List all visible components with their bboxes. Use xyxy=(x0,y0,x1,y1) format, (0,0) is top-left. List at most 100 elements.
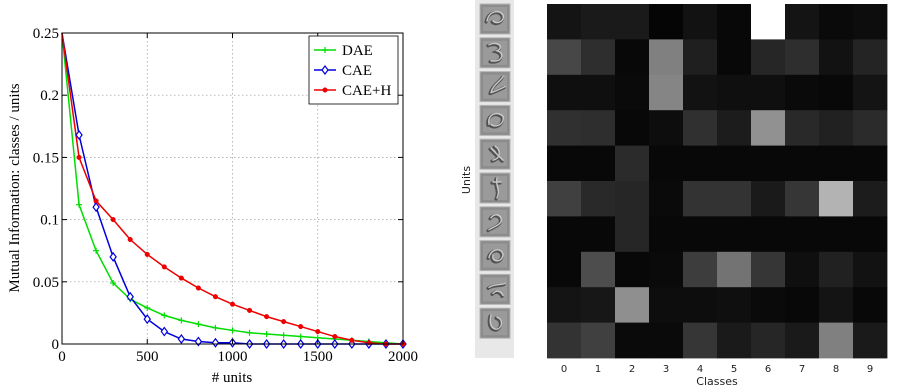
heatmap-cell xyxy=(547,251,582,288)
heatmap-cell xyxy=(547,181,582,217)
x-tick-label: 500 xyxy=(136,349,159,365)
data-point-cae xyxy=(109,251,117,262)
data-point-cae-h xyxy=(110,217,116,223)
heatmap-cell xyxy=(547,287,582,323)
heatmap-cell xyxy=(819,145,854,182)
heatmap-cell xyxy=(683,251,718,288)
heatmap-x-tick-label: 4 xyxy=(697,364,703,375)
mutual-information-line-chart: 0 500 1000 1500 2000 0 0.05 0.1 0.15 0.2 0.25 # u… xyxy=(7,26,418,386)
filter-thumbnail xyxy=(479,206,511,238)
heatmap-cell xyxy=(717,181,752,217)
heatmap-cell xyxy=(819,181,854,217)
data-point-cae xyxy=(160,326,169,337)
heatmap-cell xyxy=(717,145,752,182)
data-point-cae xyxy=(92,202,100,213)
data-point-dae xyxy=(297,333,304,340)
y-axis-label: Mutual Information: classes / units xyxy=(7,83,23,292)
heatmap-cell xyxy=(717,74,752,111)
heatmap-cell xyxy=(751,74,786,111)
heatmap-cell xyxy=(717,251,752,288)
heatmap-x-tick-label: 6 xyxy=(765,364,771,375)
heatmap-cell xyxy=(853,251,888,288)
heatmap-cell xyxy=(581,322,616,359)
data-point-dae xyxy=(161,312,168,319)
legend-marker-dae xyxy=(322,47,328,53)
heatmap-cell xyxy=(853,287,888,323)
heatmap-y-axis-label: Units xyxy=(460,166,473,194)
heatmap-cell xyxy=(649,110,684,146)
heatmap-cell xyxy=(649,251,684,288)
data-point-cae-h xyxy=(127,236,133,243)
data-point-dae xyxy=(110,280,117,287)
heatmap-cell xyxy=(751,322,786,359)
axis-ticks xyxy=(61,32,404,345)
heatmap-cell xyxy=(717,216,752,253)
heatmap-cell xyxy=(581,110,616,146)
heatmap-cell xyxy=(683,322,718,359)
heatmap-cell xyxy=(615,110,650,146)
heatmap-cell xyxy=(819,216,854,253)
heatmap-cell xyxy=(649,4,684,40)
heatmap-cell xyxy=(615,4,650,40)
heatmap-cell xyxy=(615,251,650,288)
legend-marker-cae xyxy=(321,65,329,75)
heatmap-cell xyxy=(751,216,786,253)
x-tick-labels: 0 500 1000 1500 2000 xyxy=(58,349,418,365)
heatmap-cell xyxy=(615,181,650,217)
y-tick-label: 0.2 xyxy=(40,88,59,104)
heatmap-cell xyxy=(547,39,582,76)
filter-thumbnail xyxy=(479,71,511,103)
data-point-cae-h xyxy=(332,333,338,340)
heatmap-cell xyxy=(785,74,820,111)
heatmap-cell xyxy=(853,110,888,146)
legend-marker-cae-h xyxy=(322,87,328,93)
heatmap-cell xyxy=(649,287,684,323)
data-point-dae xyxy=(246,329,253,336)
heatmap-cell xyxy=(717,110,752,146)
heatmap-cell xyxy=(615,39,650,76)
heatmap-cell xyxy=(649,39,684,76)
heatmap-cell xyxy=(853,4,888,40)
heatmap-cell xyxy=(683,216,718,253)
heatmap-cell xyxy=(717,4,752,40)
class-unit-heatmap-panel: 0 1 2 3 4 5 6 7 8 9 Classes Units xyxy=(460,0,888,388)
data-point-dae xyxy=(178,317,185,324)
heatmap-cell xyxy=(717,287,752,323)
heatmap-cell xyxy=(649,322,684,359)
heatmap-cell xyxy=(547,216,582,253)
heatmap-cell xyxy=(785,145,820,182)
data-point-cae-h xyxy=(93,198,99,204)
heatmap-x-tick-labels: 0 1 2 3 4 5 6 7 8 9 xyxy=(561,364,873,375)
data-point-dae xyxy=(212,324,219,331)
heatmap-x-tick-label: 8 xyxy=(833,364,839,375)
heatmap-cell xyxy=(751,39,786,76)
heatmap-cell xyxy=(581,251,616,288)
heatmap-cells xyxy=(547,4,888,359)
heatmap-cell xyxy=(649,181,684,217)
heatmap-x-tick-label: 3 xyxy=(663,364,669,375)
heatmap-cell xyxy=(581,39,616,76)
heatmap-cell xyxy=(547,145,582,182)
heatmap-cell xyxy=(649,216,684,253)
heatmap-cell xyxy=(683,39,718,76)
filter-thumbnail xyxy=(479,307,511,339)
heatmap-cell xyxy=(819,251,854,288)
heatmap-cell xyxy=(819,322,854,359)
heatmap-cell xyxy=(785,216,820,253)
legend-entries: DAE CAE CAE+H xyxy=(314,43,391,99)
heatmap-cell xyxy=(683,287,718,323)
heatmap-cell xyxy=(785,110,820,146)
series-markers xyxy=(75,130,407,349)
heatmap-x-axis-label: Classes xyxy=(696,375,738,388)
x-tick-label: 2000 xyxy=(388,349,418,365)
data-point-cae-h xyxy=(349,337,355,343)
filter-thumbnail xyxy=(479,138,511,170)
heatmap-cell xyxy=(853,216,888,253)
heatmap-cell xyxy=(683,110,718,146)
filter-thumbnails xyxy=(479,3,511,339)
data-point-cae-h xyxy=(178,275,184,281)
heatmap-cell xyxy=(717,39,752,76)
heatmap-cell xyxy=(581,287,616,323)
heatmap-cell xyxy=(785,251,820,288)
